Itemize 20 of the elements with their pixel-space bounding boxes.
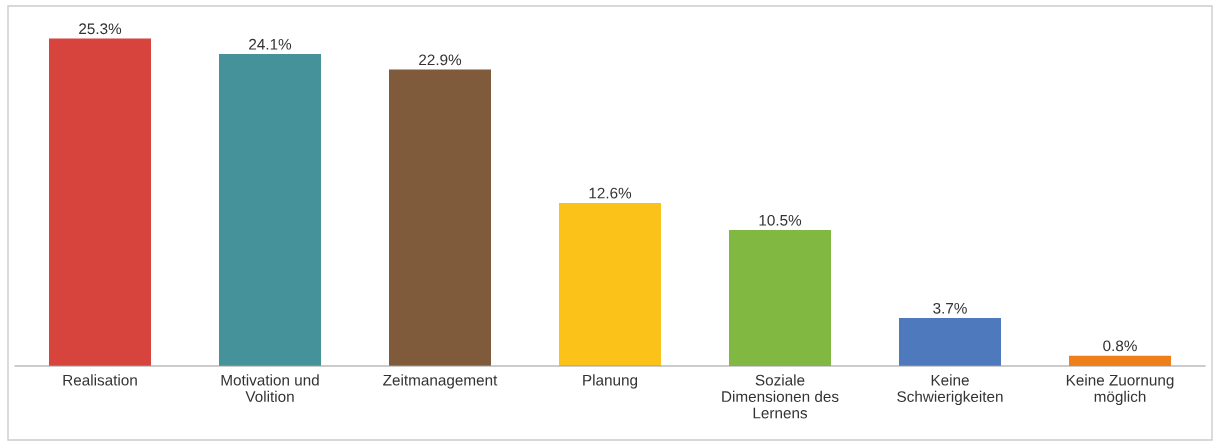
x-tick-label: Soziale Dimensionen des Lernens xyxy=(722,374,839,419)
data-label: 24.1% xyxy=(249,38,292,50)
data-label: 22.9% xyxy=(419,54,462,66)
x-tick-label: Realisation xyxy=(63,374,137,386)
data-label: 10.5% xyxy=(759,214,802,226)
bar xyxy=(219,54,321,366)
x-tick-label: Keine Zuornung möglich xyxy=(1066,374,1174,406)
x-tick-label: Zeitmanagement xyxy=(383,374,498,389)
data-label: 3.7% xyxy=(933,302,967,314)
data-label: 25.3% xyxy=(79,23,122,35)
x-tick-label: Planung xyxy=(583,374,638,389)
x-tick-label: Keine Schwierigkeiten xyxy=(897,374,1003,406)
bar xyxy=(559,202,661,366)
data-label: 0.8% xyxy=(1103,340,1137,352)
x-tick-label: Motivation und Volition xyxy=(221,374,319,403)
data-label: 12.6% xyxy=(589,187,632,199)
bar xyxy=(729,230,831,366)
bar xyxy=(49,38,151,366)
bar xyxy=(389,69,491,366)
bar xyxy=(899,318,1001,366)
